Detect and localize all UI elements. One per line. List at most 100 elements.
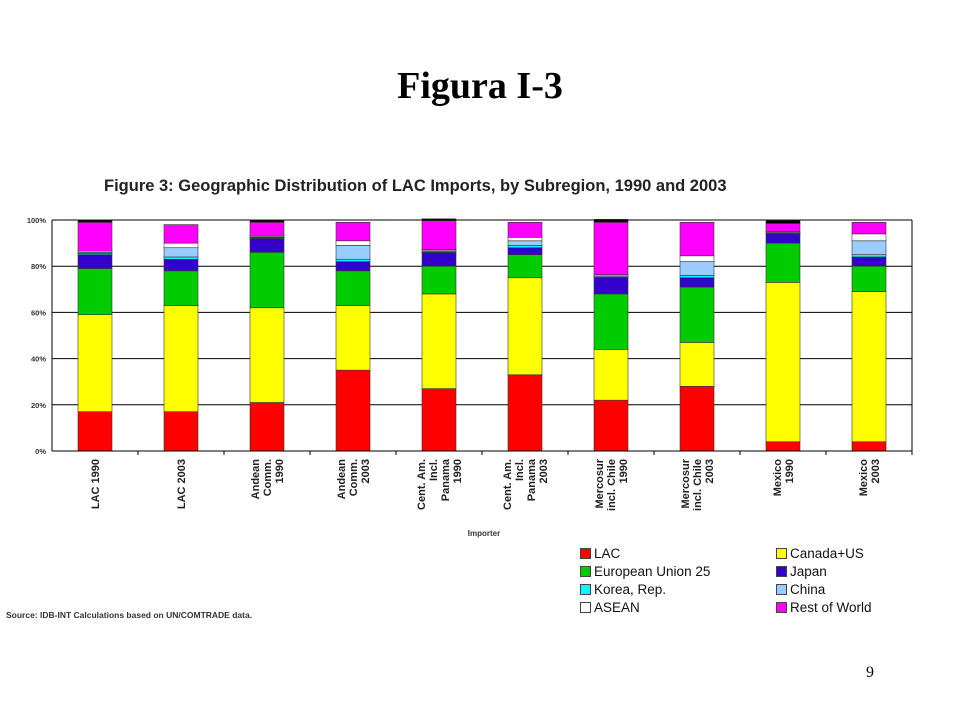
bar-segment — [851, 222, 887, 235]
x-tick-label: LAC 1990 — [90, 459, 102, 509]
bar-segment — [77, 222, 113, 252]
legend-item: Canada+US — [776, 546, 864, 561]
legend-item: China — [776, 582, 825, 597]
bar-segment — [765, 223, 801, 232]
bar-segment — [765, 233, 801, 244]
bar-segment — [507, 374, 543, 452]
bar-segment — [593, 277, 629, 295]
y-tick-label: 80% — [31, 262, 46, 271]
bar-segment — [163, 270, 199, 306]
legend-swatch — [776, 602, 787, 613]
bar-segment — [679, 261, 715, 276]
bar-segment — [765, 219, 801, 224]
bar-segment — [507, 222, 543, 238]
legend-label: Canada+US — [790, 546, 864, 561]
bar-segment — [335, 245, 371, 260]
bar-segment — [421, 252, 457, 267]
figure-source: Source: IDB-INT Calculations based on UN… — [6, 610, 253, 620]
bar-segment — [421, 220, 457, 250]
slide-title: Figura I-3 — [397, 65, 563, 107]
legend-item: European Union 25 — [580, 564, 710, 579]
legend-swatch — [776, 548, 787, 559]
legend-item: ASEAN — [580, 600, 640, 615]
x-tick-label: Mexico2003 — [858, 459, 882, 497]
bar-segment — [421, 218, 457, 221]
y-tick-label: 60% — [31, 308, 46, 317]
x-axis-title: Importer — [468, 529, 500, 538]
legend-item: Korea, Rep. — [580, 582, 666, 597]
bar-segment — [765, 441, 801, 452]
y-tick-label: 40% — [31, 355, 46, 364]
bar-segment — [77, 314, 113, 413]
x-tick-label: Mercosurincl. Chile2003 — [680, 458, 716, 511]
bar-segment — [507, 237, 543, 242]
bar-segment — [593, 219, 629, 223]
bar-segment — [77, 219, 113, 223]
bar-segment — [507, 245, 543, 249]
bar-segment — [421, 388, 457, 452]
x-tick-label: AndeanComm.2003 — [336, 459, 372, 500]
bar-segment — [163, 247, 199, 258]
bar-segment — [249, 222, 285, 237]
bar-segment — [593, 293, 629, 350]
bar-segment — [679, 286, 715, 343]
legend-label: ASEAN — [594, 600, 640, 615]
bar-segment — [679, 342, 715, 387]
bar-segment — [163, 242, 199, 249]
bar-segment — [335, 270, 371, 306]
x-tick-label: AndeanComm.1990 — [250, 459, 286, 500]
bar-segment — [335, 222, 371, 242]
bar-segment — [249, 219, 285, 223]
bar-segment — [163, 305, 199, 413]
legend-label: China — [790, 582, 826, 597]
y-tick-label: 20% — [31, 401, 46, 410]
bar-segment — [249, 402, 285, 452]
x-tick-label: Mexico1990 — [772, 459, 796, 497]
legend-swatch — [580, 602, 591, 613]
bar-segment — [421, 293, 457, 389]
bar-segment — [593, 349, 629, 401]
bar-segment — [507, 247, 543, 255]
bar-segment — [249, 307, 285, 403]
x-tick-label: Mercosurincl. Chile1990 — [594, 458, 630, 511]
x-tick-label: Cent. Am.Incl.Panama2003 — [502, 458, 550, 510]
legend-label: Rest of World — [790, 600, 872, 615]
bar-segment — [77, 411, 113, 452]
figure-title: Figure 3: Geographic Distribution of LAC… — [104, 177, 727, 195]
legend-item: Japan — [776, 564, 827, 579]
bar-segment — [249, 238, 285, 253]
bar-segment — [679, 386, 715, 452]
y-tick-label: 0% — [35, 447, 46, 456]
bar-segment — [765, 242, 801, 283]
legend-label: Japan — [790, 564, 827, 579]
bar-segment — [421, 265, 457, 295]
bar-segment — [335, 261, 371, 272]
bar-segment — [851, 233, 887, 242]
legend-swatch — [776, 566, 787, 577]
legend-item: LAC — [580, 546, 620, 561]
bar-segment — [851, 240, 887, 255]
bar-segment — [679, 255, 715, 262]
legend-item: Rest of World — [776, 600, 872, 615]
x-tick-label: LAC 2003 — [176, 459, 188, 509]
bar-segment — [507, 240, 543, 246]
x-tick-label: Cent. Am.Incl.Panama1990 — [416, 458, 464, 510]
legend-label: European Union 25 — [594, 564, 711, 579]
legend-swatch — [580, 566, 591, 577]
bar-segment — [679, 277, 715, 288]
bar-segment — [507, 254, 543, 279]
bar-segment — [593, 222, 629, 276]
bar-segment — [765, 282, 801, 443]
bar-segment — [593, 399, 629, 452]
bar-segment — [679, 275, 715, 279]
bar-segment — [851, 441, 887, 452]
bar-segment — [249, 252, 285, 309]
bar-segment — [335, 369, 371, 452]
bar-segment — [77, 254, 113, 269]
legend-label: Korea, Rep. — [594, 582, 667, 597]
bar-segment — [335, 240, 371, 246]
page-number: 9 — [866, 664, 874, 681]
bar-segment — [335, 258, 371, 262]
legend-swatch — [776, 584, 787, 595]
